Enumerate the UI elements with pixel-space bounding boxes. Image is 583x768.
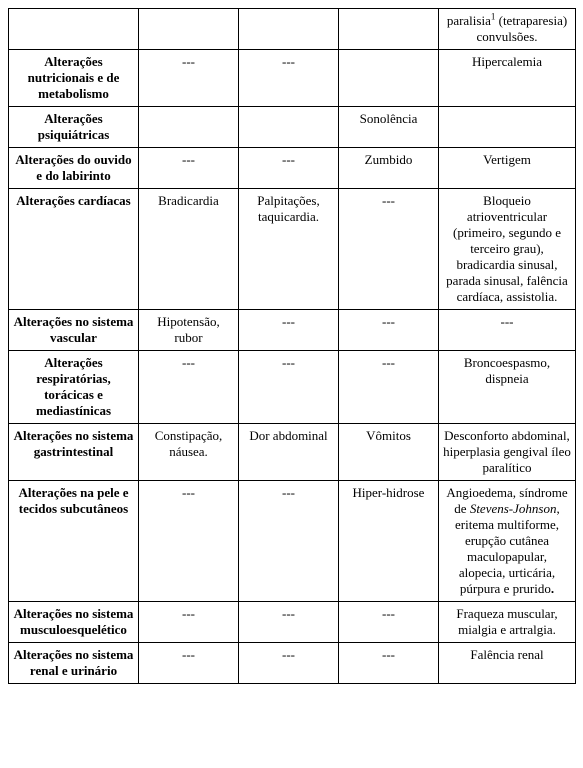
table-cell (339, 9, 439, 50)
table-row: Alterações no sistema renal e urinário--… (9, 643, 576, 684)
table-cell (239, 9, 339, 50)
table-cell: --- (339, 310, 439, 351)
table-row: Alterações respiratórias, torácicas e me… (9, 351, 576, 424)
table-cell: --- (239, 50, 339, 107)
table-cell: Falência renal (439, 643, 576, 684)
row-header (9, 9, 139, 50)
table-cell: --- (339, 643, 439, 684)
row-header: Alterações nutricionais e de metabolismo (9, 50, 139, 107)
table-cell: Hiper-hidrose (339, 481, 439, 602)
row-header: Alterações no sistema gastrintestinal (9, 424, 139, 481)
table-cell: Vertigem (439, 148, 576, 189)
table-cell: Hipercalemia (439, 50, 576, 107)
table-cell: Bradicardia (139, 189, 239, 310)
table-cell: Palpitações, taquicardia. (239, 189, 339, 310)
table-cell: paralisia1 (tetraparesia) convulsões. (439, 9, 576, 50)
table-row: Alterações do ouvido e do labirinto-----… (9, 148, 576, 189)
table-cell: --- (239, 351, 339, 424)
table-cell: --- (139, 643, 239, 684)
table-cell: Fraqueza muscular, mialgia e artralgia. (439, 602, 576, 643)
table-row: Alterações cardíacasBradicardiaPalpitaçõ… (9, 189, 576, 310)
table-cell (239, 107, 339, 148)
adverse-effects-table: paralisia1 (tetraparesia) convulsões.Alt… (8, 8, 576, 684)
table-cell (139, 107, 239, 148)
table-cell: --- (139, 148, 239, 189)
table-cell: Sonolência (339, 107, 439, 148)
table-cell: --- (339, 189, 439, 310)
table-cell: --- (239, 643, 339, 684)
table-cell: Broncoespasmo, dispneia (439, 351, 576, 424)
table-cell: Dor abdominal (239, 424, 339, 481)
table-row: Alterações no sistema vascularHipotensão… (9, 310, 576, 351)
row-header: Alterações no sistema musculoesquelético (9, 602, 139, 643)
table-cell: Constipação, náusea. (139, 424, 239, 481)
table-cell: --- (439, 310, 576, 351)
table-cell: --- (139, 481, 239, 602)
table-cell: --- (139, 602, 239, 643)
table-cell: Vômitos (339, 424, 439, 481)
table-cell: --- (339, 351, 439, 424)
table-cell (339, 50, 439, 107)
row-header: Alterações respiratórias, torácicas e me… (9, 351, 139, 424)
row-header: Alterações no sistema vascular (9, 310, 139, 351)
table-cell: Zumbido (339, 148, 439, 189)
row-header: Alterações cardíacas (9, 189, 139, 310)
table-cell: --- (339, 602, 439, 643)
table-cell: Hipotensão, rubor (139, 310, 239, 351)
row-header: Alterações do ouvido e do labirinto (9, 148, 139, 189)
row-header: Alterações na pele e tecidos subcutâneos (9, 481, 139, 602)
table-cell: --- (239, 148, 339, 189)
row-header: Alterações psiquiátricas (9, 107, 139, 148)
row-header: Alterações no sistema renal e urinário (9, 643, 139, 684)
table-cell: --- (239, 481, 339, 602)
table-cell: Angioedema, síndrome de Stevens-Johnson,… (439, 481, 576, 602)
table-row: Alterações psiquiátricas Sonolência (9, 107, 576, 148)
table-row: Alterações no sistema gastrintestinalCon… (9, 424, 576, 481)
table-cell: --- (239, 602, 339, 643)
table-cell (439, 107, 576, 148)
table-row: Alterações no sistema musculoesquelético… (9, 602, 576, 643)
table-row: Alterações nutricionais e de metabolismo… (9, 50, 576, 107)
table-cell: --- (139, 50, 239, 107)
table-row: Alterações na pele e tecidos subcutâneos… (9, 481, 576, 602)
table-cell: --- (239, 310, 339, 351)
table-cell (139, 9, 239, 50)
table-cell: --- (139, 351, 239, 424)
table-cell: Desconforto abdominal, hiperplasia gengi… (439, 424, 576, 481)
table-row: paralisia1 (tetraparesia) convulsões. (9, 9, 576, 50)
table-cell: Bloqueio atrioventricular (primeiro, seg… (439, 189, 576, 310)
